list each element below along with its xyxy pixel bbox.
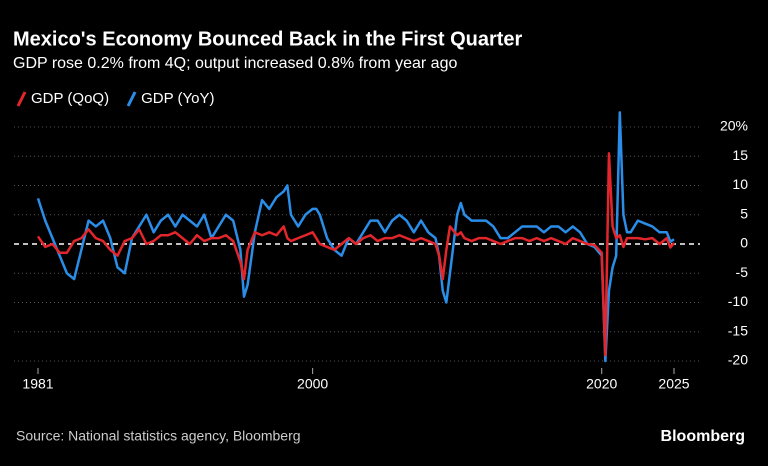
y-tick-label: -20 — [728, 352, 748, 368]
y-tick-label: 20% — [720, 118, 748, 134]
y-tick-label: 10 — [732, 176, 748, 192]
legend-label: GDP (QoQ) — [31, 90, 109, 107]
y-tick-label: -5 — [736, 264, 749, 280]
y-tick-label: -10 — [728, 293, 748, 309]
source: Source: National statistics agency, Bloo… — [16, 428, 301, 444]
y-tick-label: -15 — [728, 322, 748, 338]
x-tick-label: 2025 — [658, 376, 689, 392]
chart-subtitle: GDP rose 0.2% from 4Q; output increased … — [13, 55, 457, 72]
y-tick-label: 5 — [740, 205, 748, 221]
data-line — [36, 152, 675, 357]
x-tick-label: 2000 — [297, 376, 328, 392]
brand: Bloomberg — [661, 428, 745, 445]
y-tick-label: 15 — [732, 147, 748, 163]
y-tick-label: 0 — [740, 235, 748, 251]
x-tick-label: 1981 — [22, 376, 53, 392]
legend-swatch — [126, 91, 137, 107]
x-tick-label: 2020 — [586, 376, 617, 392]
legend-swatch — [16, 91, 27, 107]
legend-label: GDP (YoY) — [141, 90, 214, 107]
chart-title: Mexico's Economy Bounced Back in the Fir… — [13, 28, 523, 50]
